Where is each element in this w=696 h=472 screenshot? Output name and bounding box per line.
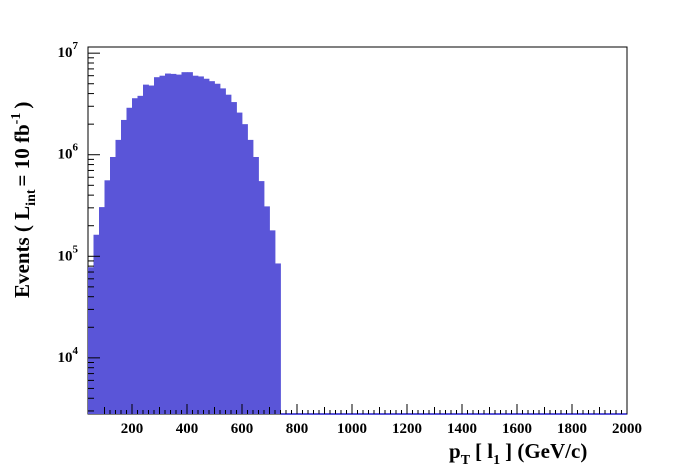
y-tick-label: 107 xyxy=(58,40,79,61)
x-tick-label: 800 xyxy=(286,421,309,437)
histogram-bar xyxy=(165,73,171,414)
histogram-bar xyxy=(187,72,193,415)
histogram-bar xyxy=(231,102,237,415)
histogram-bar xyxy=(192,75,199,414)
x-tick-label: 1800 xyxy=(557,421,587,437)
histogram-bars xyxy=(88,72,627,415)
histogram-bar xyxy=(115,139,122,414)
histogram-bar xyxy=(275,263,281,414)
histogram-bar xyxy=(104,180,111,414)
histogram-bar xyxy=(170,73,177,414)
x-axis-title: pT[ l1] (GeV/c) xyxy=(449,439,587,468)
x-tick-label: 1200 xyxy=(392,421,422,437)
x-tick-label: 1600 xyxy=(502,421,532,437)
y-tick-label: 104 xyxy=(58,345,79,366)
histogram-bar xyxy=(264,206,270,414)
histogram-bar xyxy=(269,230,276,414)
x-tick-label: 200 xyxy=(121,421,144,437)
histogram-bar xyxy=(126,107,133,415)
y-tick-label: 105 xyxy=(58,243,79,264)
x-axis-ticks: 200 400 600 800 1000 1200 1400 1600 1800 2000 xyxy=(104,404,642,437)
histogram-bar xyxy=(93,234,100,414)
histogram-bar xyxy=(88,267,94,414)
x-tick-label: 1000 xyxy=(337,421,367,437)
x-tick-label: 600 xyxy=(231,421,254,437)
histogram-bar xyxy=(258,181,265,414)
histogram-bar xyxy=(209,81,215,414)
histogram-bar xyxy=(236,112,243,415)
histogram-bar xyxy=(220,88,226,414)
histogram-bar xyxy=(242,124,248,414)
y-tick-label: 106 xyxy=(58,142,79,163)
histogram-bar xyxy=(137,95,144,414)
x-tick-label: 400 xyxy=(176,421,199,437)
x-tick-label: 1400 xyxy=(447,421,477,437)
histogram-bar xyxy=(253,156,259,414)
histogram-bar xyxy=(110,156,116,414)
histogram-bar xyxy=(214,83,221,414)
histogram-bar xyxy=(203,78,210,415)
histogram-bar xyxy=(154,77,160,414)
histogram-bar xyxy=(198,76,204,415)
histogram-bar xyxy=(181,72,188,415)
histogram-bar xyxy=(143,84,149,414)
histogram-bar xyxy=(247,139,254,414)
histogram-bar xyxy=(148,85,155,414)
histogram-bar xyxy=(176,74,182,414)
histogram-bar xyxy=(121,119,127,414)
histogram-bar xyxy=(99,207,105,414)
y-axis-ticks: 104 105 106 107 xyxy=(58,40,100,412)
histogram-bar xyxy=(159,75,166,414)
histogram-bar xyxy=(132,98,138,414)
histogram-bar xyxy=(225,94,232,414)
x-tick-label: 2000 xyxy=(612,421,642,437)
y-axis-title: Events ( Lint= 10 fb-1) xyxy=(9,102,39,298)
